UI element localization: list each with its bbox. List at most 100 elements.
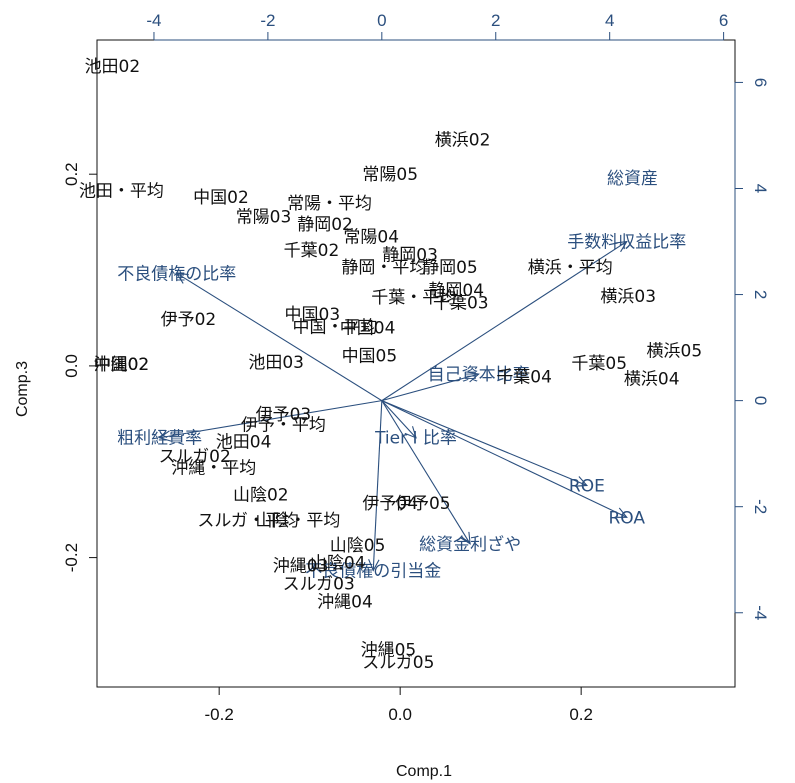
observation-label: 横浜03 xyxy=(600,287,656,307)
variable-arrow xyxy=(381,400,588,486)
observation-label: 伊予05 xyxy=(395,494,451,514)
observation-label: 千葉05 xyxy=(571,354,627,374)
observation-label: 横浜・平均 xyxy=(528,258,613,278)
variable-arrow xyxy=(381,400,417,439)
observation-label: 中国03 xyxy=(285,305,341,325)
observation-label: スルガ05 xyxy=(362,653,434,673)
observation-label: 沖縄・平均 xyxy=(171,458,256,478)
observation-label: 山陰02 xyxy=(233,485,289,505)
right-tick-label: -4 xyxy=(751,605,770,620)
observation-label: 常陽05 xyxy=(362,165,418,185)
variable-arrow xyxy=(381,241,628,402)
observation-label: 静岡02 xyxy=(297,215,353,235)
plot-frame xyxy=(96,39,736,688)
observation-label: 横浜02 xyxy=(435,131,491,151)
arrow-head xyxy=(175,272,189,284)
variable-label: 総資産 xyxy=(607,169,658,189)
observation-label: 静岡03 xyxy=(382,246,438,266)
arrow-head xyxy=(466,371,480,383)
bottom-tick-label: 0.0 xyxy=(388,705,412,724)
observation-label: 静岡05 xyxy=(422,258,478,278)
observation-label: 沖縄02 xyxy=(94,355,150,375)
arrow-head xyxy=(404,426,417,439)
observation-label: 池田04 xyxy=(216,433,272,453)
variable-arrow xyxy=(176,272,383,402)
arrow-head xyxy=(368,559,380,572)
top-tick-label: 6 xyxy=(719,11,728,30)
arrow-head xyxy=(574,476,589,487)
variable-label: 手数料収益比率 xyxy=(567,233,686,253)
arrow-head xyxy=(459,531,471,545)
observation-label: 静岡04 xyxy=(428,281,484,301)
right-tick-label: 0 xyxy=(751,396,770,405)
observation-label: 伊予02 xyxy=(161,310,217,330)
variable-label: Tier I 比率 xyxy=(374,429,457,449)
variable-arrow xyxy=(372,400,383,571)
observation-label: スルガ03 xyxy=(283,574,355,594)
observation-label: 池田02 xyxy=(85,57,141,77)
observation-label: 千葉02 xyxy=(284,241,340,261)
observation-label: 千葉04 xyxy=(496,367,552,387)
observation-label: 静岡・平均 xyxy=(341,258,426,278)
x-axis-label: Comp.1 xyxy=(396,763,452,780)
observation-label: 常陽04 xyxy=(343,227,399,247)
observation-label: 山陰04 xyxy=(310,553,366,573)
observation-label: 沖縄03 xyxy=(273,556,329,576)
variable-arrow xyxy=(381,400,471,545)
variable-arrow xyxy=(159,400,382,439)
observation-label: 中国05 xyxy=(342,346,398,366)
bottom-tick-label: -0.2 xyxy=(205,705,234,724)
observation-label: 横浜04 xyxy=(624,369,680,389)
observation-label: 伊予04 xyxy=(362,494,418,514)
variable-arrow xyxy=(381,373,479,402)
observation-label: 池田03 xyxy=(248,353,304,373)
variable-arrow xyxy=(381,400,628,518)
right-tick-label: 4 xyxy=(751,184,770,193)
observation-label: 中国・平均 xyxy=(293,318,378,338)
observation-label: 常陽・平均 xyxy=(287,194,372,214)
observation-label: 千葉03 xyxy=(433,294,489,314)
bottom-tick-label: 0.2 xyxy=(569,705,593,724)
observation-label: 伊予・平均 xyxy=(241,415,326,435)
observation-label: 千葉・平均 xyxy=(371,288,456,308)
observation-label: 沖縄04 xyxy=(317,593,373,613)
observation-label: 常陽03 xyxy=(236,207,292,227)
right-tick-label: -2 xyxy=(751,499,770,514)
variable-label: 不良債権の引当金 xyxy=(305,561,441,581)
variable-label: 総資金利ざや xyxy=(419,534,521,555)
observation-label: 山陰・平均 xyxy=(255,511,340,531)
arrow-head xyxy=(158,430,172,442)
observation-label: 池田・平均 xyxy=(79,181,164,201)
variable-label: 自己資本比率 xyxy=(428,365,530,385)
right-tick-label: 6 xyxy=(751,78,770,87)
observation-label: スルガ02 xyxy=(159,447,231,467)
variable-label: ROA xyxy=(609,508,646,528)
top-tick-label: -4 xyxy=(146,11,161,30)
left-tick-label: -0.2 xyxy=(62,543,81,572)
variable-label: 粗利経費率 xyxy=(117,429,202,449)
top-tick-label: 0 xyxy=(377,11,386,30)
y-axis-label: Comp.3 xyxy=(14,361,31,417)
observation-label: 中国02 xyxy=(94,355,150,375)
right-tick-label: 2 xyxy=(751,290,770,299)
arrow-head xyxy=(614,240,628,253)
observation-label: 中国04 xyxy=(340,319,396,339)
observation-label: 沖縄05 xyxy=(361,641,417,661)
arrow-head xyxy=(614,507,628,518)
left-tick-label: 0.2 xyxy=(62,162,81,186)
variable-label: 不良債権の比率 xyxy=(117,264,236,284)
observation-label: スルガ・平均 xyxy=(197,511,299,531)
axes: -0.2 0.0 0.2 -0.2 0.0 0.2 -4 -2 0 2 4 6 -4 -2 0 2 4 6 xyxy=(62,11,770,724)
top-tick-label: 2 xyxy=(491,11,500,30)
top-tick-label: -2 xyxy=(260,11,275,30)
variable-label: ROE xyxy=(569,476,605,496)
observation-label: 横浜05 xyxy=(647,342,703,362)
observation-label: 中国02 xyxy=(193,188,249,208)
observation-label: 伊予03 xyxy=(256,405,312,425)
top-tick-label: 4 xyxy=(605,11,614,30)
observation-label: 山陰05 xyxy=(330,536,386,556)
left-tick-label: 0.0 xyxy=(62,354,81,378)
